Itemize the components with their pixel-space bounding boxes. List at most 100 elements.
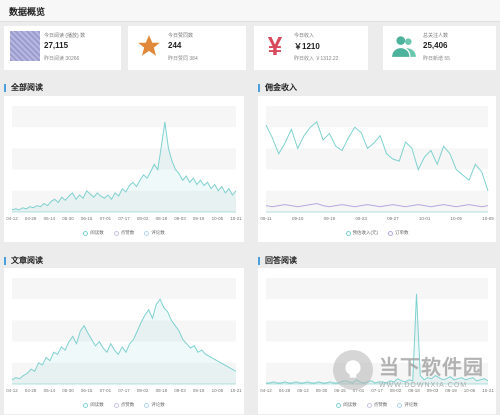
series-area (12, 121, 236, 212)
stat-value: 27,115 (44, 41, 69, 50)
x-tick-label: 10-05 (451, 216, 463, 221)
stat-sub: 昨日新增 55 (423, 56, 450, 62)
section-title-article-reads: 文章阅读 (4, 257, 43, 265)
legend-item[interactable]: 阅读数 (336, 402, 357, 408)
legend-label: 点赞数 (120, 230, 135, 235)
legend-label: 预估收入(元) (352, 230, 379, 235)
chart-panel-article-reads: 04-12 04-28 05-14 05-30 06-15 07-01 07-17 08-02… (4, 268, 244, 414)
stat-sub: 昨日收入 ￥1312.22 (294, 56, 339, 62)
x-tick-label: 05-30 (62, 388, 74, 393)
x-tick-label: 09-15 (292, 216, 304, 221)
x-tick-label: 05-30 (62, 216, 74, 221)
x-tick-label: 08-02 (390, 388, 402, 393)
chart-answer-reads: 04-12 04-28 05-14 05-30 06-15 07-01 07-17 08-02… (260, 278, 494, 393)
legend-item[interactable]: 点赞数 (113, 230, 135, 236)
x-tick-label: 07-17 (118, 388, 130, 393)
x-tick-label: 06-15 (81, 216, 93, 221)
users-icon (388, 30, 420, 62)
watermark: 当下软件园 WWW.DOWNXIA.COM (333, 342, 495, 398)
chart-legend: 阅读数 点赞数 评论数 (4, 402, 244, 408)
x-tick-label: 10-01 (419, 216, 431, 221)
x-tick-label: 09-19 (193, 216, 205, 221)
x-tick-label: 09-19 (324, 216, 336, 221)
x-tick-label: 07-01 (100, 388, 112, 393)
header-bar: 数据概览 (0, 0, 500, 22)
watermark-text: 当下软件园 (379, 357, 484, 379)
stat-label: 今日收入 (294, 33, 315, 39)
stat-value: 244 (168, 41, 182, 50)
chart-panel-all-reads: 04-12 04-28 05-14 05-30 06-15 07-01 07-17 08-02… (4, 96, 244, 242)
chart-commission: 09-11 09-15 09-19 09-23 09-27 10-01 10-05 10-09 (260, 106, 494, 221)
x-tick-label: 08-02 (137, 388, 149, 393)
legend-item[interactable]: 点赞数 (113, 402, 134, 408)
stat-sub: 昨日阅读 30266 (44, 56, 80, 62)
x-tick-label: 08-18 (156, 216, 168, 221)
legend-label: 阅读数 (90, 402, 104, 407)
stat-card-reads: 今日阅读 (播放) 数 27,115 昨日阅读 30266 (4, 26, 121, 70)
legend-marker (336, 402, 342, 408)
legend-item[interactable]: 阅读数 (83, 402, 104, 408)
stat-label: 今日阅读 (播放) 数 (44, 33, 86, 39)
x-tick-label: 05-14 (44, 216, 56, 221)
legend-marker (366, 402, 372, 408)
x-tick-label: 05-14 (44, 388, 56, 393)
legend-marker (113, 402, 119, 408)
chart-article-reads: 04-12 04-28 05-14 05-30 06-15 07-01 07-17 08-02… (6, 278, 242, 393)
x-tick-label: 09-23 (355, 216, 367, 221)
watermark-url: WWW.DOWNXIA.COM (379, 382, 468, 389)
legend-item[interactable]: 评论数 (144, 230, 165, 236)
legend-marker (397, 402, 403, 408)
series-area (12, 299, 236, 384)
chart-legend: 阅读数 点赞数 评论数 (4, 230, 244, 236)
legend-item[interactable]: 点赞数 (366, 402, 388, 408)
legend-label: 点赞数 (373, 402, 388, 407)
chart-panel-answer-reads: 04-12 04-28 05-14 05-30 06-15 07-01 07-17 08-02… (258, 268, 496, 414)
x-tick-label: 06-15 (81, 388, 93, 393)
legend-label: 阅读数 (343, 402, 357, 407)
section-title-answer-reads: 回答阅读 (258, 257, 297, 265)
x-tick-label: 04-28 (25, 388, 37, 393)
legend-item[interactable]: 阅读数 (83, 230, 104, 236)
x-tick-label: 09-03 (427, 388, 439, 393)
x-tick-label: 07-01 (353, 388, 365, 393)
grid-band (266, 320, 488, 342)
legend-marker (144, 402, 150, 408)
x-tick-label: 04-12 (6, 388, 18, 393)
grid-band (12, 278, 236, 300)
legend-item[interactable]: 评论数 (144, 402, 165, 408)
legend-label: 评论数 (151, 402, 165, 407)
series-line (11, 298, 237, 381)
stat-value: ￥1210 (294, 42, 320, 51)
x-tick-label: 09-19 (445, 388, 457, 393)
x-tick-label: 10-05 (212, 216, 224, 221)
legend-label: 评论数 (151, 230, 165, 235)
legend-item[interactable]: 预估收入(元) (345, 230, 379, 236)
series-line (11, 121, 237, 211)
legend-label: 订单数 (395, 230, 409, 235)
x-tick-label: 10-09 (482, 216, 494, 221)
x-tick-label: 05-30 (316, 388, 328, 393)
x-tick-label: 10-05 (464, 388, 476, 393)
x-tick-label: 08-18 (156, 388, 168, 393)
legend-marker (144, 230, 150, 236)
stat-sub: 昨日赞同 384 (168, 56, 198, 62)
series-line (265, 203, 489, 208)
grid-band (266, 190, 488, 212)
x-tick-label: 10-21 (230, 216, 242, 221)
legend-marker (113, 230, 119, 236)
stat-label: 今日赞同数 (168, 33, 194, 39)
x-tick-label: 04-12 (6, 216, 18, 221)
legend-marker (83, 230, 89, 236)
stat-card-followers: 总关注人数 25,406 昨日新增 55 (383, 26, 496, 70)
grid-band (266, 278, 488, 300)
legend-item[interactable]: 评论数 (397, 402, 418, 408)
legend-marker (83, 402, 89, 408)
x-tick-label: 09-27 (387, 216, 399, 221)
star-icon (133, 30, 165, 62)
x-tick-label: 08-18 (408, 388, 420, 393)
x-tick-label: 07-01 (100, 216, 112, 221)
legend-item[interactable]: 订单数 (388, 230, 409, 236)
x-tick-label: 10-05 (212, 388, 224, 393)
section-title-commission: 佣金收入 (258, 84, 297, 92)
grid-band (266, 362, 488, 384)
